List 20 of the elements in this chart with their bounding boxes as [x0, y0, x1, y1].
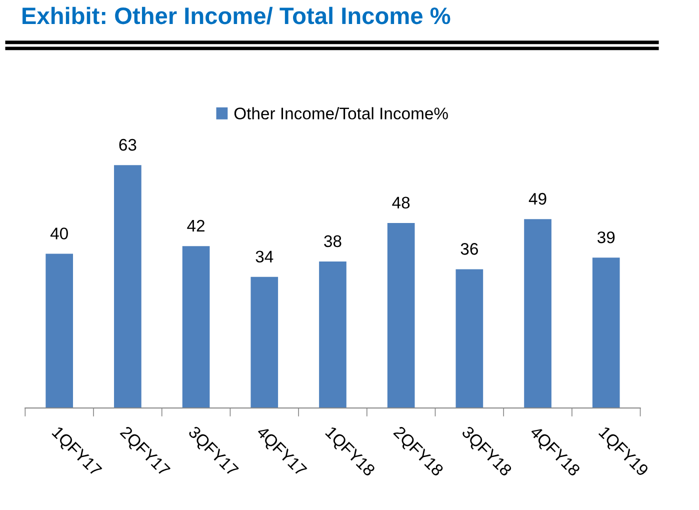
data-label: 36: [460, 243, 478, 255]
bar: [319, 262, 346, 408]
data-label: 38: [324, 235, 342, 248]
bar: [114, 165, 142, 408]
data-label: 39: [597, 231, 615, 244]
data-label: 49: [528, 192, 546, 205]
bar: [182, 246, 210, 408]
bar: [456, 269, 484, 408]
bar: [592, 258, 620, 408]
bar: [46, 254, 74, 408]
bar: [524, 219, 552, 408]
legend-label: Other Income/Total Income%: [234, 107, 448, 120]
data-label: 34: [256, 250, 274, 263]
data-label: 63: [119, 138, 136, 151]
chart-title: Exhibit: Other Income/ Total Income %: [22, 6, 450, 24]
bar: [250, 276, 278, 408]
bar: [387, 222, 415, 408]
data-label: 40: [50, 228, 68, 240]
data-label: 48: [392, 196, 410, 209]
data-label: 42: [187, 220, 204, 232]
